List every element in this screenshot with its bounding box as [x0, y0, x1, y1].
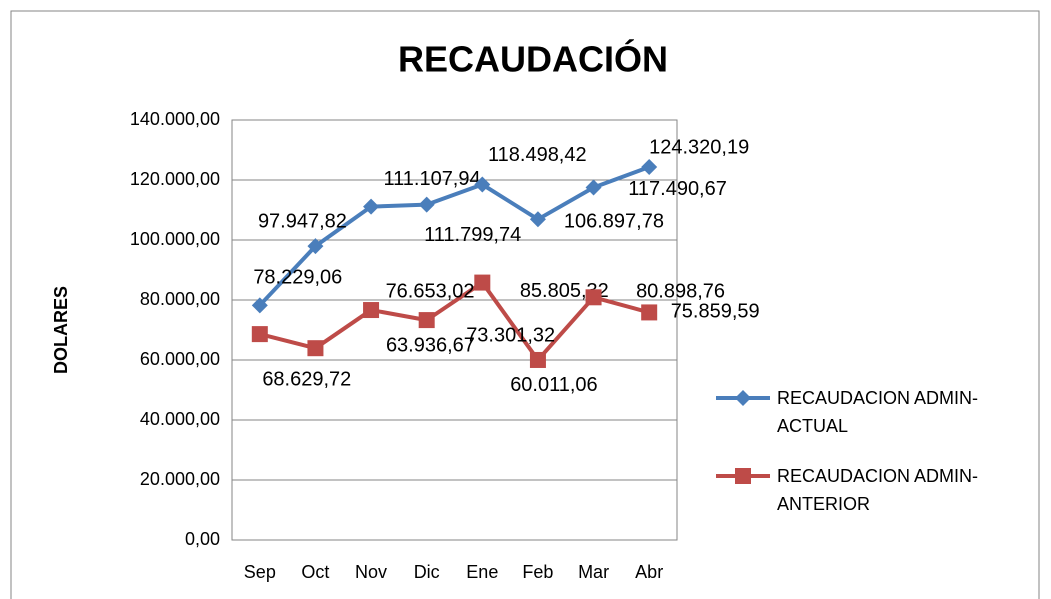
- marker: [585, 179, 602, 196]
- data-label: 75.859,59: [671, 301, 760, 323]
- x-tick-label: Feb: [522, 562, 553, 582]
- x-tick-label: Mar: [578, 562, 609, 582]
- legend-label: RECAUDACION ADMIN-ACTUAL: [777, 388, 979, 436]
- data-label: 111.107,94: [383, 168, 480, 190]
- legend-marker: [735, 468, 751, 484]
- data-label: 78.229,06: [253, 267, 342, 289]
- legend-marker: [735, 390, 751, 406]
- chart-title: RECAUDACIÓN: [398, 38, 668, 80]
- data-label: 111.799,74: [424, 224, 521, 246]
- marker: [307, 340, 324, 357]
- y-tick-label: 120.000,00: [130, 169, 220, 189]
- marker: [529, 211, 546, 228]
- marker: [529, 351, 546, 368]
- series-line: [258, 165, 650, 307]
- data-label: 80.898,76: [636, 281, 725, 303]
- y-tick-label: 40.000,00: [140, 409, 220, 429]
- data-label: 97.947,82: [258, 210, 347, 232]
- x-tick-label: Abr: [635, 562, 663, 582]
- marker: [251, 326, 268, 343]
- marker: [418, 312, 435, 329]
- legend-label: RECAUDACION ADMIN-ANTERIOR: [777, 466, 979, 514]
- x-tick-label: Sep: [244, 562, 276, 582]
- y-tick-label: 0,00: [185, 529, 220, 549]
- y-tick-label: 20.000,00: [140, 469, 220, 489]
- marker: [474, 274, 491, 291]
- y-tick-label: 60.000,00: [140, 349, 220, 369]
- data-label: 106.897,78: [564, 211, 664, 233]
- data-label: 68.629,72: [262, 368, 351, 390]
- x-tick-label: Nov: [355, 562, 387, 582]
- marker: [641, 304, 658, 321]
- marker: [585, 289, 602, 306]
- marker: [641, 159, 658, 176]
- chart-border: [10, 10, 1040, 599]
- marker: [363, 302, 380, 319]
- data-label: 117.490,67: [628, 178, 727, 200]
- x-tick-label: Oct: [301, 562, 329, 582]
- marker: [363, 198, 380, 215]
- y-tick-label: 140.000,00: [130, 109, 220, 129]
- data-label: 124.320,19: [649, 136, 749, 158]
- y-tick-label: 100.000,00: [130, 229, 220, 249]
- marker: [307, 238, 324, 255]
- data-label: 63.936,67: [386, 334, 475, 356]
- data-label: 118.498,42: [488, 144, 587, 166]
- series-line: [259, 280, 650, 362]
- data-label: 76.653,02: [386, 280, 475, 302]
- data-label: 60.011,06: [510, 374, 598, 396]
- x-tick-label: Dic: [414, 562, 440, 582]
- data-label: 73.301,32: [466, 324, 555, 346]
- marker: [251, 297, 268, 314]
- marker: [474, 176, 491, 193]
- y-tick-label: 80.000,00: [140, 289, 220, 309]
- x-tick-label: Ene: [466, 562, 498, 582]
- marker: [418, 196, 435, 213]
- y-axis-label: DOLARES: [51, 286, 71, 374]
